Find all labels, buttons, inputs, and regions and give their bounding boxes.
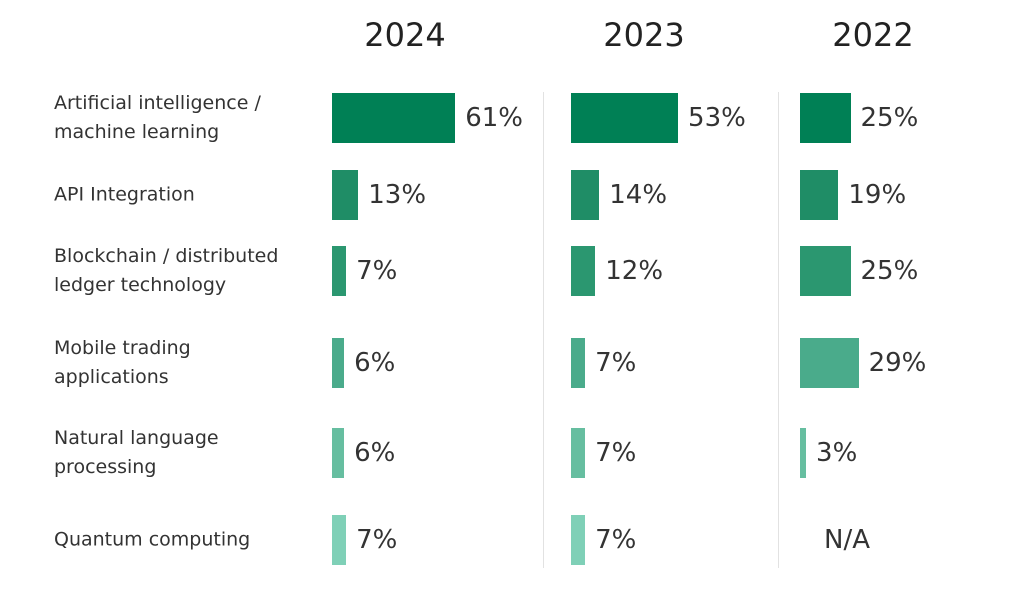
category-label: Mobile trading applications xyxy=(54,337,191,388)
bar xyxy=(800,428,807,478)
value-label: 19% xyxy=(848,180,907,210)
value-label: 12% xyxy=(605,256,664,286)
value-label: 25% xyxy=(860,103,919,133)
category-label: Artificial intelligence / machine learni… xyxy=(54,92,261,143)
value-label: 53% xyxy=(688,103,746,133)
category-label: Natural language processing xyxy=(54,427,219,478)
bar xyxy=(332,170,359,220)
bar xyxy=(571,428,586,478)
value-label: 7% xyxy=(356,525,398,555)
value-label: 25% xyxy=(860,256,919,286)
bar xyxy=(332,93,456,143)
panel-divider xyxy=(778,92,779,568)
category-label: Quantum computing xyxy=(54,528,251,551)
value-label: 29% xyxy=(868,348,927,378)
year-heading: 2022 xyxy=(832,16,914,54)
bar xyxy=(571,515,586,565)
bar xyxy=(571,338,586,388)
value-label: 13% xyxy=(368,180,427,210)
panel-divider xyxy=(543,92,544,568)
value-label: 61% xyxy=(465,103,524,133)
bar xyxy=(332,246,347,296)
bar xyxy=(332,515,347,565)
bar xyxy=(800,93,851,143)
bar xyxy=(800,338,859,388)
bar xyxy=(571,93,679,143)
year-heading: 2024 xyxy=(364,16,446,54)
year-heading: 2023 xyxy=(603,16,685,54)
value-label: 7% xyxy=(356,256,398,286)
value-label: 6% xyxy=(354,438,396,468)
value-label: 14% xyxy=(609,180,668,210)
bar xyxy=(571,170,600,220)
value-label: 7% xyxy=(595,525,637,555)
bar xyxy=(800,170,839,220)
bar xyxy=(571,246,596,296)
value-label: 3% xyxy=(816,438,858,468)
bar xyxy=(332,428,345,478)
category-label: API Integration xyxy=(54,183,195,206)
value-label: 6% xyxy=(354,348,396,378)
value-label: 7% xyxy=(595,348,637,378)
value-label: N/A xyxy=(824,525,870,555)
bar xyxy=(800,246,851,296)
bar xyxy=(332,338,345,388)
value-label: 7% xyxy=(595,438,637,468)
category-label: Blockchain / distributed ledger technolo… xyxy=(54,245,279,296)
